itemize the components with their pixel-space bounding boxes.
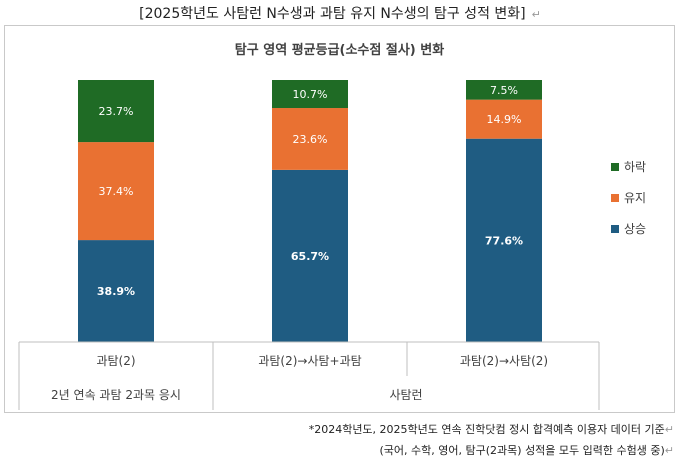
chart-frame: 탐구 영역 평균등급(소수점 절사) 변화 38.9% 37.4% 23.7% 65.… bbox=[4, 25, 675, 413]
bar-item-0-3 bbox=[466, 138, 542, 342]
data-label: 23.7% bbox=[99, 105, 134, 118]
legend-swatch bbox=[611, 194, 619, 202]
bar-item-2-2 bbox=[272, 80, 348, 109]
footnote-source-text: *2024학년도, 2025학년도 연속 진학닷컴 정시 합격예측 이용자 데이… bbox=[308, 423, 665, 436]
category-label: 과탐(2)→사탐(2) bbox=[460, 354, 548, 368]
document-title: [2025학년도 사탐런 N수생과 과탐 유지 N수생의 탐구 성적 변화] ↵ bbox=[0, 3, 680, 23]
paragraph-mark-icon: ↵ bbox=[531, 8, 541, 21]
stacked-bar-chart: 38.9% 37.4% 23.7% 65.7% 23.6% 10.7% 77.6% 14.9%… bbox=[18, 80, 646, 410]
bar-item-0-1 bbox=[78, 240, 154, 342]
category-label: 과탐(2) bbox=[96, 354, 135, 368]
legend-label: 상승 bbox=[624, 222, 646, 236]
bar-item-0-2 bbox=[272, 169, 348, 342]
chart-title: 탐구 영역 평균등급(소수점 절사) 변화 bbox=[234, 43, 445, 58]
bar-item-1-3 bbox=[466, 99, 542, 139]
legend-label: 유지 bbox=[624, 191, 646, 205]
data-label: 77.6% bbox=[485, 234, 523, 247]
category-label: 과탐(2)→사탐+과탐 bbox=[258, 354, 361, 368]
paragraph-mark-icon: ↵ bbox=[664, 423, 674, 436]
bar-item-1-1 bbox=[78, 142, 154, 241]
footnote-condition-text: (국어, 수학, 영어, 탐구(2과목) 성적을 모두 입력한 수험생 중) bbox=[379, 444, 665, 457]
bar-item-1-2 bbox=[272, 108, 348, 170]
paragraph-mark-icon: ↵ bbox=[664, 444, 674, 457]
data-label: 37.4% bbox=[99, 185, 134, 198]
bar-item-2-1 bbox=[78, 80, 154, 143]
data-label: 65.7% bbox=[291, 250, 329, 263]
group-label: 2년 연속 과탐 2과목 응시 bbox=[51, 388, 181, 402]
data-label: 10.7% bbox=[293, 88, 328, 101]
legend-label: 하락 bbox=[624, 160, 646, 174]
legend-swatch bbox=[611, 225, 619, 233]
document-title-text: [2025학년도 사탐런 N수생과 과탐 유지 N수생의 탐구 성적 변화] bbox=[139, 6, 526, 22]
data-label: 14.9% bbox=[487, 113, 522, 126]
data-label: 38.9% bbox=[97, 285, 135, 298]
group-label: 사탐런 bbox=[389, 388, 422, 402]
data-label: 7.5% bbox=[490, 84, 518, 97]
footnote-source: *2024학년도, 2025학년도 연속 진학닷컴 정시 합격예측 이용자 데이… bbox=[309, 421, 674, 437]
legend-swatch bbox=[611, 163, 619, 171]
footnote-condition: (국어, 수학, 영어, 탐구(2과목) 성적을 모두 입력한 수험생 중)↵ bbox=[380, 442, 674, 458]
data-label: 23.6% bbox=[293, 133, 328, 146]
bar-item-2-3 bbox=[466, 80, 542, 100]
